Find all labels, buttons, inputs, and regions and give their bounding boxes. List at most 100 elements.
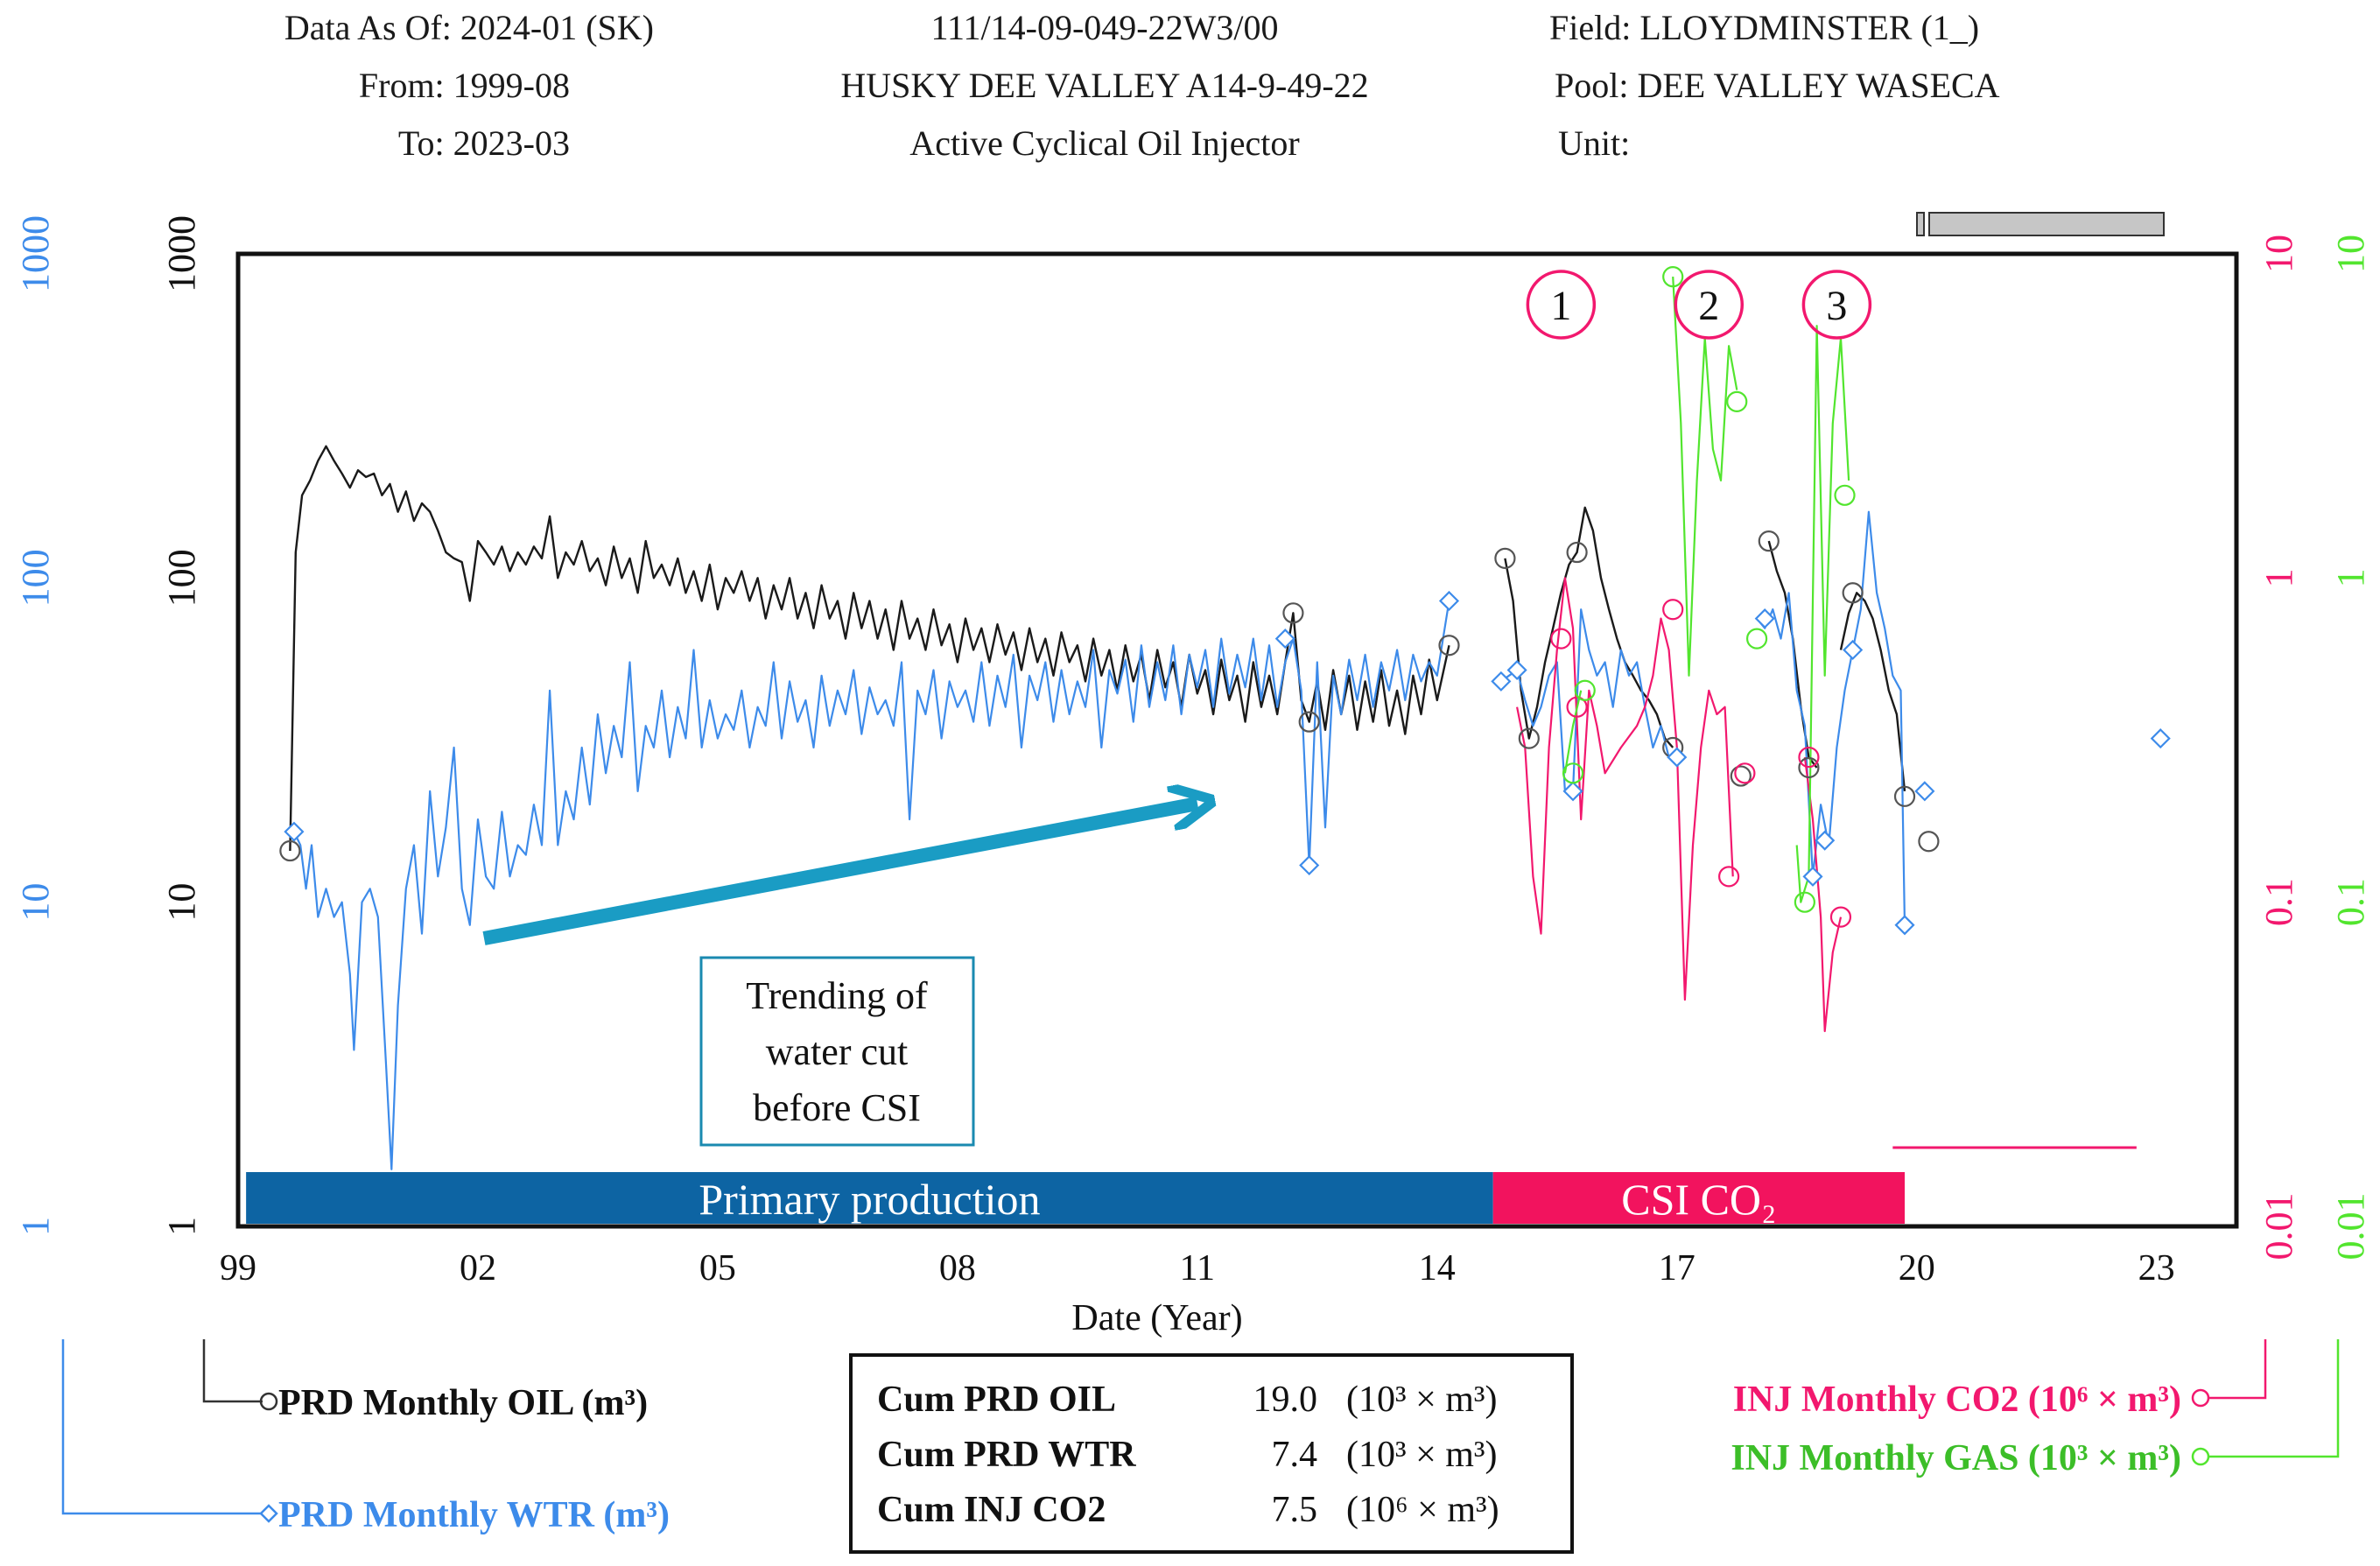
water-marker-5 [1491,671,1512,692]
water-marker-2 [1274,629,1295,650]
water-marker-1 [284,821,305,842]
gas-series-line-3 [1795,325,1850,903]
plot-frame [235,251,2239,1229]
oil-marker-14 [1918,831,1940,853]
unit-label: Unit: [1558,123,1631,163]
field-label: Field: [1549,8,1632,47]
range-scrollbar[interactable] [1916,212,2165,236]
co2-marker-3 [1662,599,1684,621]
gas-marker-7 [1574,679,1596,701]
well-status: Active Cyclical Oil Injector [909,123,1300,163]
to-label: To: [397,123,445,163]
oil-marker-13 [1893,785,1916,807]
trend-annotation-line-1: Trending of [746,974,928,1017]
legend-gas-label: INJ Monthly GAS (10³ × m³) [1731,1438,2181,1478]
y-gas-tick-label-0.1: 0.1 [2329,878,2372,926]
gas-marker-3 [1726,390,1748,412]
trend-annotation-line-2: water cut [766,1030,908,1073]
y-co2-tick-label-0.1: 0.1 [2257,878,2300,926]
to-value: 2023-03 [453,123,570,163]
pool-row: Pool: DEE VALLEY WASECA [1555,65,2000,106]
x-tick-label-17: 17 [1659,1248,1695,1289]
gas-marker-2 [1662,266,1684,288]
oil-marker-1 [279,839,301,862]
legend-oil-label: PRD Monthly OIL (m³) [278,1383,648,1423]
well-name: HUSKY DEE VALLEY A14-9-49-22 [840,66,1369,105]
legend-water-label: PRD Monthly WTR (m³) [278,1495,670,1535]
x-tick-label-14: 14 [1419,1248,1456,1289]
gas-marker-5 [1794,891,1815,913]
x-tick-label-99: 99 [220,1248,256,1289]
y-gas-tick-label-10: 10 [2329,235,2372,273]
water-marker-7 [1562,781,1583,802]
co2-marker-1 [1550,628,1572,650]
cum-row-3-unit: (10⁶ × m³) [1346,1490,1499,1530]
water-marker-15 [2150,728,2171,749]
cum-row-2-value: 7.4 [1272,1435,1318,1475]
field-row: Field: LLOYDMINSTER (1_) [1549,7,1979,48]
y-co2-tick-label-0.01: 0.01 [2257,1193,2300,1261]
co2-marker-7 [1829,906,1852,928]
from-label: From: [358,66,445,105]
y-left-tick-label-1: 1 [160,1217,203,1236]
water-series-line-2 [1500,608,1677,793]
field-value: LLOYDMINSTER (1_) [1639,8,1980,47]
cycle-marker-label-1: 1 [1550,283,1571,329]
to-row: To: 2023-03 [398,123,570,164]
cumulative-table: Cum PRD OIL 19.0 (10³ × m³) Cum PRD WTR … [849,1353,1574,1554]
oil-marker-11 [1798,756,1820,779]
data-as-of-row: Data As Of: 2024-01 (SK) [284,7,654,48]
pool-label: Pool: [1555,66,1629,105]
x-axis-label: Date (Year) [1071,1298,1242,1338]
from-row: From: 1999-08 [359,65,570,106]
y-gas-tick-label-0.01: 0.01 [2329,1193,2372,1261]
x-tick-label-02: 02 [460,1248,496,1289]
legend-connectors [61,1339,2340,1523]
phase-band-1 [246,1172,1493,1224]
y-gas-tick-label-1: 1 [2329,568,2372,587]
y-co2-tick-label-10: 10 [2257,235,2300,273]
x-tick-label-20: 20 [1899,1248,1935,1289]
x-tick-label-11: 11 [1180,1248,1215,1289]
co2-marker-2 [1566,696,1588,718]
water-marker-14 [1914,781,1935,802]
oil-marker-3 [1298,711,1320,733]
cycle-marker-label-3: 3 [1826,283,1847,329]
gas-marker-6 [1834,484,1856,506]
oil-marker-10 [1758,530,1780,552]
cum-row-1-label: Cum PRD OIL [877,1380,1116,1420]
y-water-tick-label-10: 10 [14,883,57,922]
water-marker-13 [1894,915,1915,936]
cum-row-1-value: 19.0 [1253,1380,1318,1420]
data-as-of-label: Data As Of: [284,8,452,47]
cycle-marker-1 [1526,270,1597,340]
co2-marker-5 [1734,762,1756,784]
data-as-of-value: 2024-01 (SK) [460,8,654,47]
cum-row-2-label: Cum PRD WTR [877,1435,1136,1475]
gas-series-line-1 [1563,690,1583,774]
cum-row-3-label: Cum INJ CO2 [877,1490,1106,1530]
cycle-marker-3 [1801,270,1872,340]
water-marker-8 [1667,747,1688,768]
from-value: 1999-08 [453,66,570,105]
phase-label-1: Primary production [699,1175,1040,1224]
phase-band-2 [1492,1172,1906,1224]
x-tick-label-23: 23 [2138,1248,2175,1289]
oil-series-line-4 [1839,592,1906,792]
water-marker-4 [1438,590,1460,612]
y-water-tick-label-1: 1 [14,1217,57,1236]
water-marker-9 [1754,608,1775,629]
legend-co2-label: INJ Monthly CO2 (10⁶ × m³) [1733,1380,2181,1420]
y-water-tick-label-100: 100 [14,549,57,607]
x-tick-label-08: 08 [939,1248,976,1289]
oil-marker-5 [1494,547,1516,569]
water-marker-12 [1843,639,1864,661]
cum-row-2-unit: (10³ × m³) [1346,1435,1498,1475]
oil-marker-4 [1438,635,1460,657]
water-marker-3 [1299,854,1320,876]
pool-value: DEE VALLEY WASECA [1637,66,2000,105]
y-co2-tick-label-1: 1 [2257,568,2300,587]
co2-marker-6 [1798,746,1820,769]
water-marker-6 [1506,659,1527,681]
